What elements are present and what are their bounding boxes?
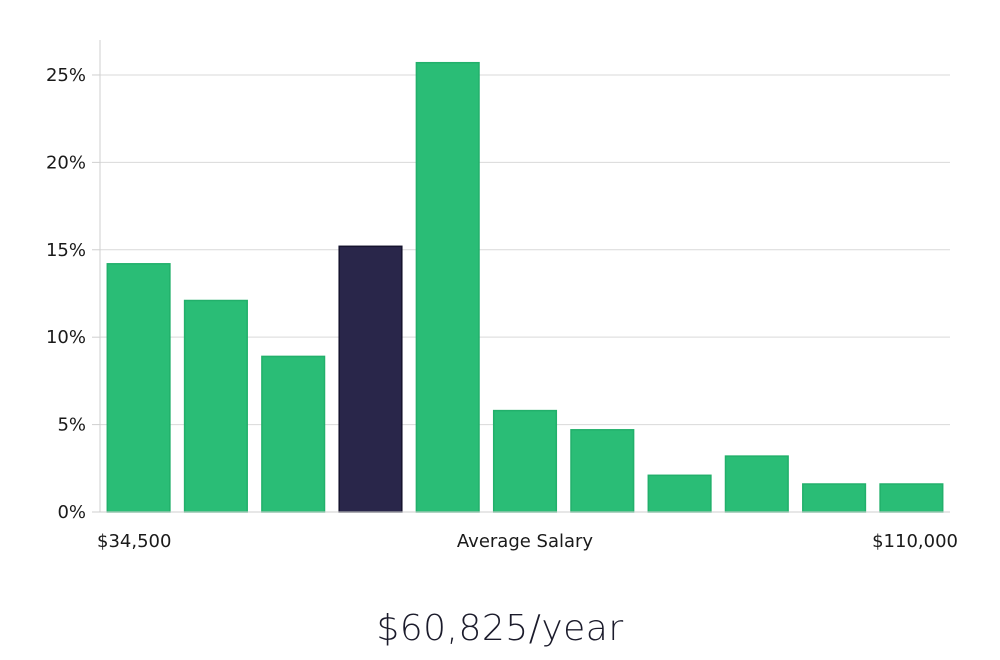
x-axis-max-label: $110,000 bbox=[872, 531, 958, 552]
bar bbox=[415, 61, 480, 513]
x-axis-min-label: $34,500 bbox=[97, 531, 171, 552]
bar bbox=[492, 409, 558, 513]
y-tick-label: 5% bbox=[57, 415, 86, 436]
y-tick-label: 10% bbox=[46, 327, 86, 348]
bar bbox=[106, 263, 171, 513]
x-axis-title: Average Salary bbox=[457, 531, 594, 552]
y-tick-label: 25% bbox=[46, 65, 86, 86]
average-salary-value: $60,825/year bbox=[376, 608, 624, 649]
y-tick-label: 15% bbox=[46, 240, 86, 261]
y-tick-label: 20% bbox=[46, 152, 86, 173]
bar bbox=[724, 455, 789, 513]
y-axis-ticks: 0% 5% 10% 15% 20% 25% bbox=[46, 65, 100, 523]
y-tick-label: 0% bbox=[57, 502, 86, 523]
bar bbox=[802, 483, 867, 513]
bar bbox=[183, 299, 248, 513]
bar bbox=[879, 483, 944, 513]
bars bbox=[106, 61, 944, 513]
bar bbox=[261, 355, 326, 513]
bar-highlighted bbox=[338, 245, 403, 513]
bar bbox=[570, 429, 635, 513]
bar bbox=[647, 474, 712, 513]
